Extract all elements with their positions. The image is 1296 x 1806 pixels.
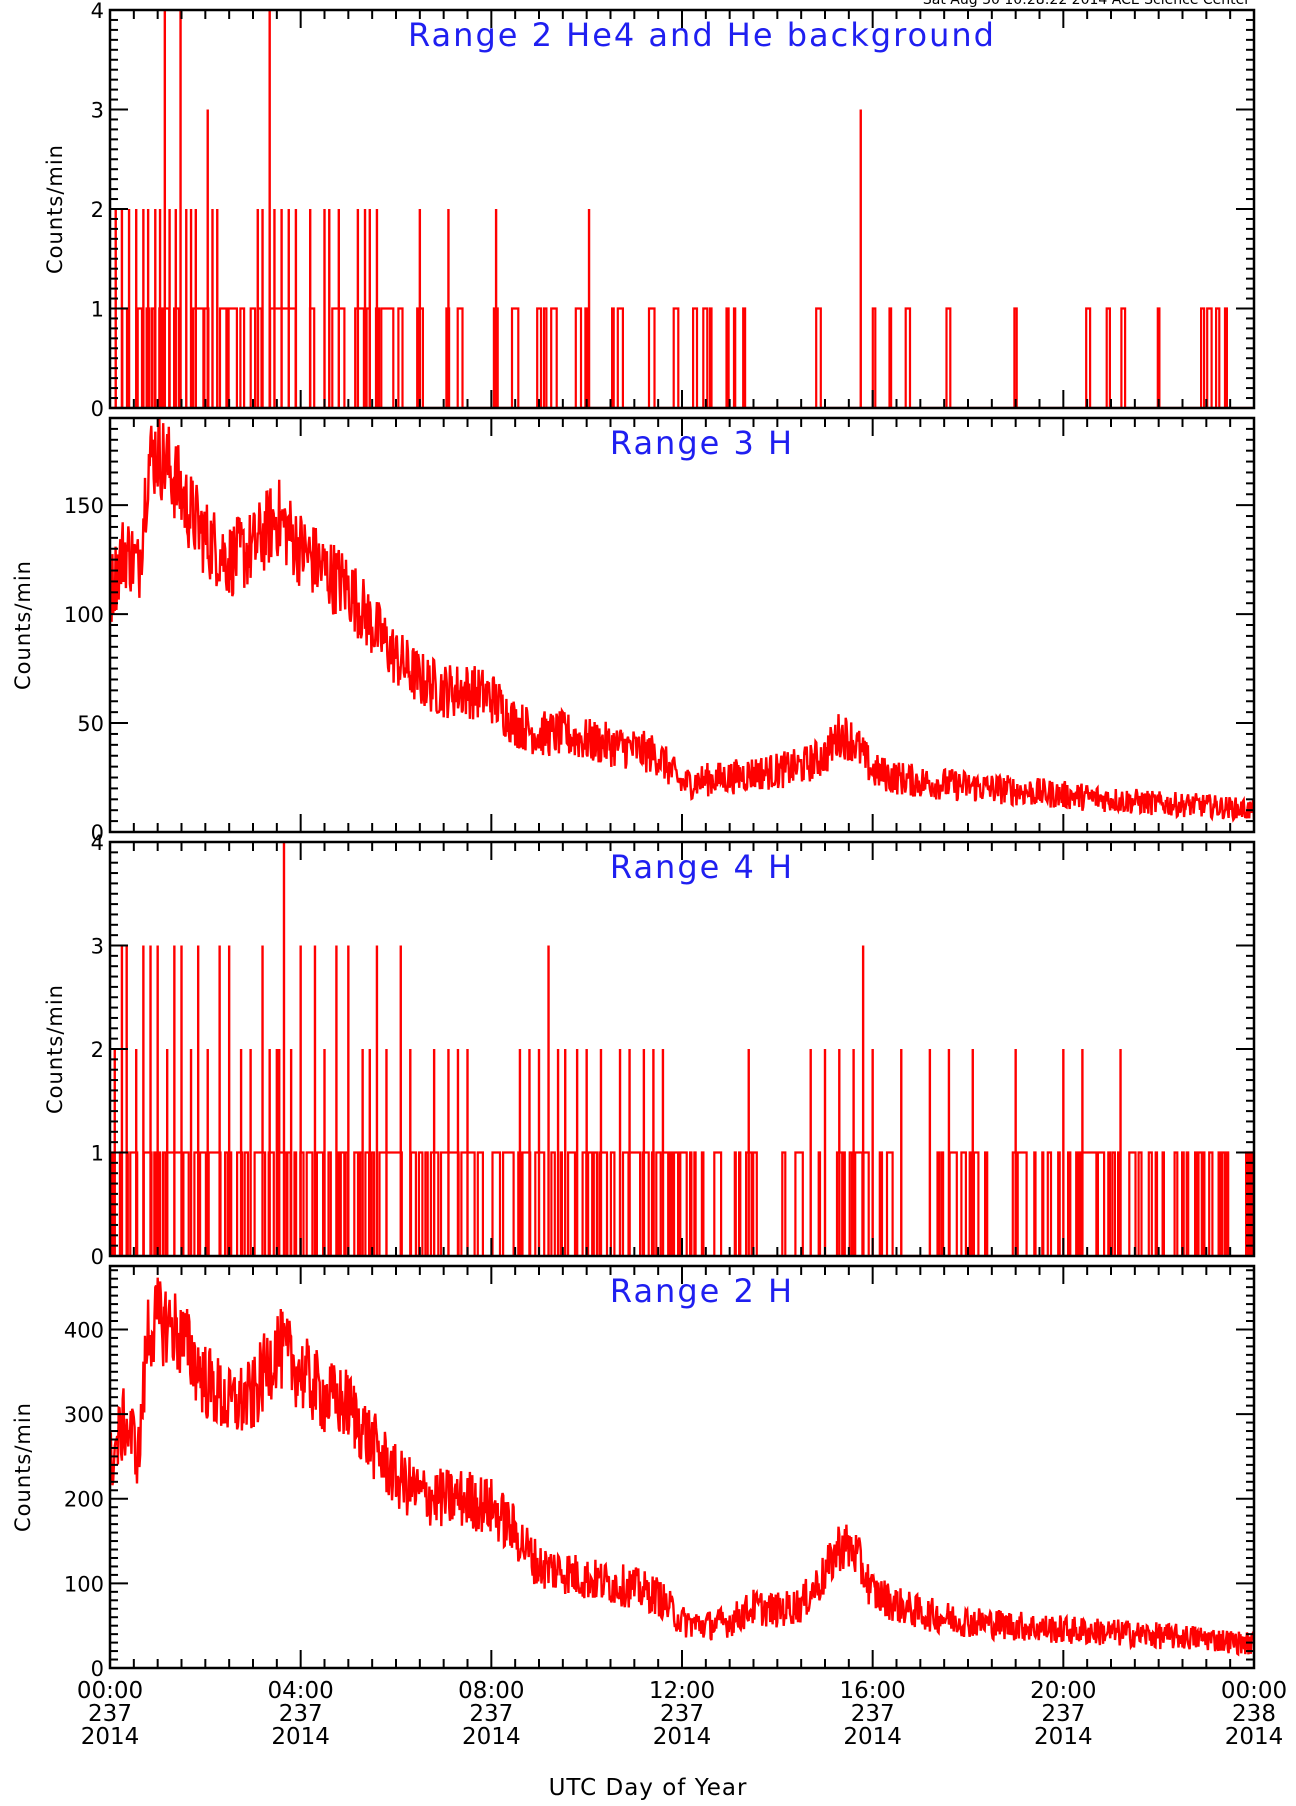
panel-title: Range 2 He4 and He background	[408, 16, 996, 54]
y-tick-label: 2	[91, 198, 104, 222]
x-tick-doy: 237	[851, 1701, 895, 1727]
plot-frame	[108, 416, 1256, 834]
panel-1: 0 1 2 3 4 Range 2 He4 and He background Counts…	[43, 0, 1256, 421]
series-line	[110, 418, 1254, 823]
x-tick-doy: 237	[660, 1701, 704, 1727]
x-tick-time: 12:00	[649, 1678, 715, 1704]
x-tick-time: 04:00	[268, 1678, 334, 1704]
x-tick-year: 2014	[843, 1724, 902, 1750]
series-baseline-texture	[110, 1151, 1254, 1256]
y-tick-label: 200	[64, 1488, 104, 1512]
panel-title: Range 4 H	[610, 848, 794, 886]
y-tick-label: 0	[91, 821, 104, 845]
y-tick-label: 4	[91, 0, 104, 23]
y-tick-label: 50	[77, 712, 104, 736]
y-tick-label: 0	[91, 1245, 104, 1269]
x-tick-time: 20:00	[1030, 1678, 1096, 1704]
x-tick-doy: 237	[1041, 1701, 1085, 1727]
series-line	[110, 1277, 1254, 1657]
panel-3: 0 1 2 3 4 Range 4 H Counts/min	[43, 831, 1256, 1269]
x-tick-time: 00:00	[77, 1678, 143, 1704]
y-tick-label: 4	[91, 831, 104, 855]
x-tick-year: 2014	[462, 1724, 521, 1750]
y-tick-label: 300	[64, 1403, 104, 1427]
y-tick-label: 2	[91, 1038, 104, 1062]
y-tick-label: 150	[64, 494, 104, 518]
y-axis-label: Counts/min	[43, 144, 67, 274]
y-tick-label: 1	[91, 298, 104, 322]
panel-title: Range 2 H	[610, 1272, 794, 1310]
x-tick-year: 2014	[271, 1724, 330, 1750]
x-tick-time: 08:00	[458, 1678, 524, 1704]
x-tick-time: 00:00	[1221, 1678, 1287, 1704]
y-axis-label: Counts/min	[43, 984, 67, 1114]
y-tick-label: 400	[64, 1318, 104, 1342]
y-tick-label: 0	[91, 1657, 104, 1681]
x-tick-doy: 237	[279, 1701, 323, 1727]
x-tick-doy: 238	[1232, 1701, 1276, 1727]
series-baseline-texture	[110, 307, 1254, 408]
header-text: Sat Aug 30 10:28:22 2014 ACE Science Cen…	[923, 0, 1250, 8]
y-tick-label: 100	[64, 603, 104, 627]
y-axis-label: Counts/min	[11, 1402, 35, 1532]
panel-2: 0 50 100 150 Range 3 H Counts/min	[11, 416, 1256, 845]
y-tick-label: 3	[91, 99, 104, 123]
x-tick-doy: 237	[88, 1701, 132, 1727]
panels: 0 1 2 3 4 Range 2 He4 and He background Counts…	[11, 0, 1256, 1681]
panel-4: 0 100 200 300 400 Range 2 H Counts/min	[11, 1264, 1256, 1681]
x-tick-time: 16:00	[840, 1678, 906, 1704]
x-tick-year: 2014	[1034, 1724, 1093, 1750]
y-axis-label: Counts/min	[11, 560, 35, 690]
x-tick-year: 2014	[81, 1724, 140, 1750]
x-tick-year: 2014	[653, 1724, 712, 1750]
y-tick-label: 0	[91, 397, 104, 421]
x-tick-year: 2014	[1225, 1724, 1284, 1750]
panel-title: Range 3 H	[610, 424, 794, 462]
y-tick-label: 1	[91, 1142, 104, 1166]
y-tick-label: 3	[91, 935, 104, 959]
y-tick-label: 100	[64, 1572, 104, 1596]
x-axis-label: UTC Day of Year	[549, 1775, 748, 1801]
x-tick-doy: 237	[469, 1701, 513, 1727]
x-tick-labels: 00:00237201404:00237201408:00237201412:0…	[77, 1678, 1287, 1750]
